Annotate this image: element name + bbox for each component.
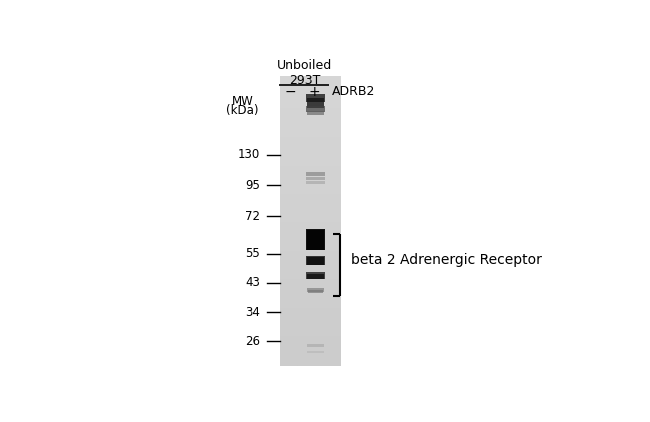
Bar <box>306 106 324 112</box>
Text: 43: 43 <box>245 276 260 289</box>
Bar <box>307 344 324 347</box>
Text: ADRB2: ADRB2 <box>332 85 376 98</box>
Bar <box>308 290 323 293</box>
Text: 26: 26 <box>245 335 260 348</box>
Text: MW: MW <box>231 95 254 108</box>
Bar <box>307 98 324 108</box>
Bar <box>307 273 324 279</box>
Text: 130: 130 <box>238 148 260 161</box>
Bar <box>307 288 324 292</box>
Bar <box>306 272 324 279</box>
Bar <box>306 177 324 180</box>
Text: (kDa): (kDa) <box>226 104 259 117</box>
Bar <box>307 257 324 265</box>
Bar <box>306 229 325 250</box>
Bar <box>307 351 324 354</box>
Bar <box>306 94 325 102</box>
Bar <box>306 256 324 265</box>
Bar <box>307 111 324 115</box>
Text: 55: 55 <box>245 247 260 260</box>
Text: +: + <box>309 85 320 99</box>
Text: 34: 34 <box>245 306 260 319</box>
Text: 72: 72 <box>245 210 260 223</box>
Bar <box>307 230 324 250</box>
Text: Unboiled
293T: Unboiled 293T <box>277 59 332 87</box>
Text: 95: 95 <box>245 179 260 192</box>
Bar <box>306 181 324 184</box>
Text: beta 2 Adrenergic Receptor: beta 2 Adrenergic Receptor <box>351 253 541 267</box>
Text: −: − <box>285 85 296 99</box>
Bar <box>306 172 324 176</box>
